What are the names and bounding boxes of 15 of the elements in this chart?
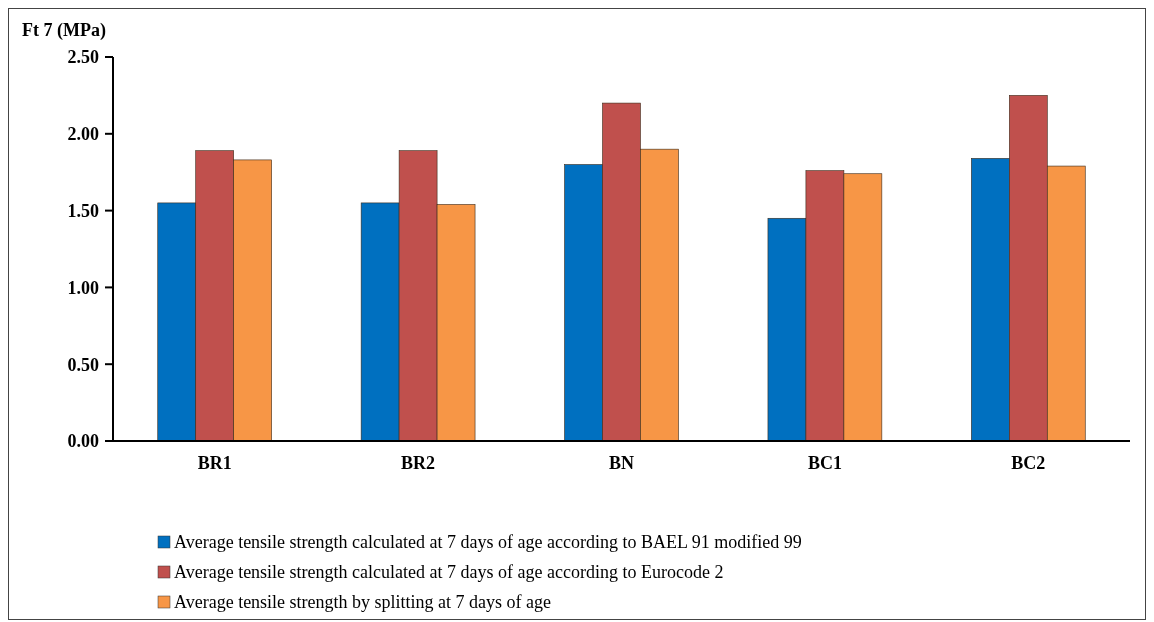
y-tick-label: 1.00: [67, 277, 99, 298]
x-tick-label: BN: [608, 453, 635, 473]
y-axis-title: Ft 7 (MPa): [22, 20, 106, 41]
x-tick-label: BR2: [401, 453, 436, 473]
legend-label: Average tensile strength by splitting at 7 days of age: [174, 592, 552, 613]
x-tick-label: BC1: [807, 453, 842, 473]
y-tick-label: 0.50: [67, 354, 99, 375]
y-tick-label: 0.00: [67, 431, 99, 452]
legend-label: Average tensile strength calculated at 7 days of age according to BAEL 91 modified 99: [174, 532, 802, 553]
legend-label: Average tensile strength calculated at 7 days of age according to Eurocode 2: [174, 562, 724, 583]
x-tick-label: BR1: [197, 453, 232, 473]
y-tick-label: 2.50: [67, 47, 99, 68]
y-tick-label: 2.00: [67, 124, 99, 145]
y-tick-label: 1.50: [67, 200, 99, 221]
x-tick-label: BC2: [1011, 453, 1046, 473]
